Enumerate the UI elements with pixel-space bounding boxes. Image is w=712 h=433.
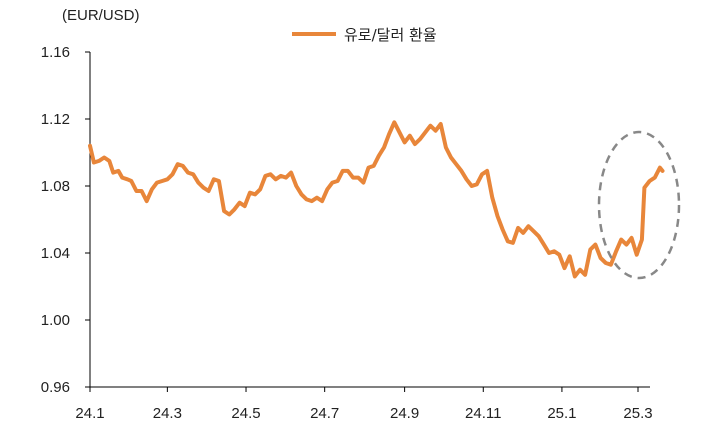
x-tick-label: 25.1 [547,405,576,422]
y-tick-label: 1.08 [41,178,70,195]
y-tick-label: 1.00 [41,312,70,329]
x-axis-ticks: 24.1 24.3 24.5 24.7 24.9 24.11 25.1 25.3 [75,387,653,422]
legend-label: 유로/달러 환율 [344,26,437,44]
x-tick-label: 24.11 [465,405,501,422]
y-tick-label: 1.04 [41,245,70,262]
y-tick-label: 1.12 [41,111,70,128]
x-tick-label: 24.5 [231,405,260,422]
y-tick-label: 1.16 [41,44,70,61]
x-tick-label: 25.3 [623,405,652,422]
y-axis-ticks: 0.96 1.00 1.04 1.08 1.12 1.16 [41,44,90,396]
series-line-eur-usd [88,120,665,279]
x-tick-label: 24.3 [153,405,182,422]
x-tick-label: 24.9 [390,405,419,422]
y-tick-label: 0.96 [41,379,70,396]
x-tick-label: 24.1 [75,405,104,422]
legend: 유로/달러 환율 [292,26,437,44]
y-axis-label: (EUR/USD) [62,7,140,24]
x-tick-label: 24.7 [310,405,339,422]
highlight-ellipse [597,130,681,280]
